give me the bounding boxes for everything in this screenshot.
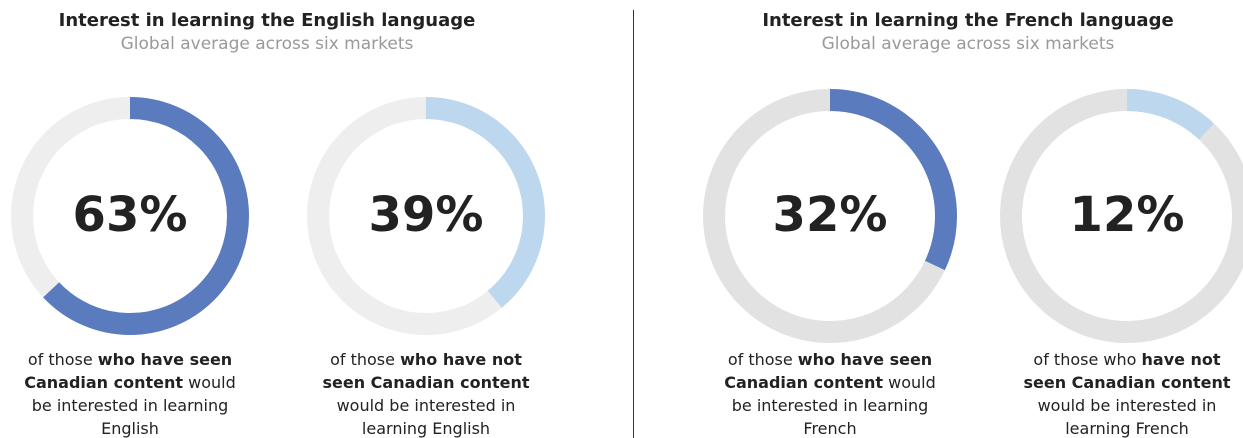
panel-title: Interest in learning the English languag…: [58, 10, 476, 31]
caption-text: of those: [727, 350, 793, 369]
caption-text: of those: [330, 350, 395, 369]
caption-text: of those who: [1033, 350, 1137, 369]
caption-bold: who have not seen Canadian content: [322, 350, 530, 392]
donut-arc: [307, 97, 545, 335]
donut-value-label: 63%: [73, 187, 188, 243]
caption-bold: who have seen Canadian content: [724, 350, 933, 392]
caption-text: would be interested in learning English: [31, 373, 236, 438]
caption: of those who have seen Canadian content …: [20, 348, 240, 438]
caption-text: of those: [27, 350, 93, 369]
panel-subtitle: Global average across six markets: [821, 34, 1115, 54]
caption-text: would be interested in learning French: [1037, 396, 1217, 438]
divider: [633, 10, 634, 438]
donut-arc: [703, 89, 957, 343]
caption-bold: who have seen Canadian content: [24, 350, 233, 392]
caption: of those who have not seen Canadian cont…: [1017, 348, 1237, 438]
caption: of those who have not seen Canadian cont…: [316, 348, 536, 438]
caption-text: would be interested in learning French: [731, 373, 936, 438]
panel-subtitle: Global average across six markets: [120, 34, 414, 54]
donut-arc: [1000, 89, 1243, 343]
caption-bold: have not seen Canadian content: [1023, 350, 1231, 392]
caption-text: would be interested in learning English: [336, 396, 516, 438]
donut-arc: [11, 97, 249, 335]
donut-value-label: 12%: [1070, 187, 1185, 243]
panel-title: Interest in learning the French language: [762, 10, 1174, 31]
caption: of those who have seen Canadian content …: [720, 348, 940, 438]
donut-value-label: 39%: [369, 187, 484, 243]
donut-value-label: 32%: [773, 187, 888, 243]
